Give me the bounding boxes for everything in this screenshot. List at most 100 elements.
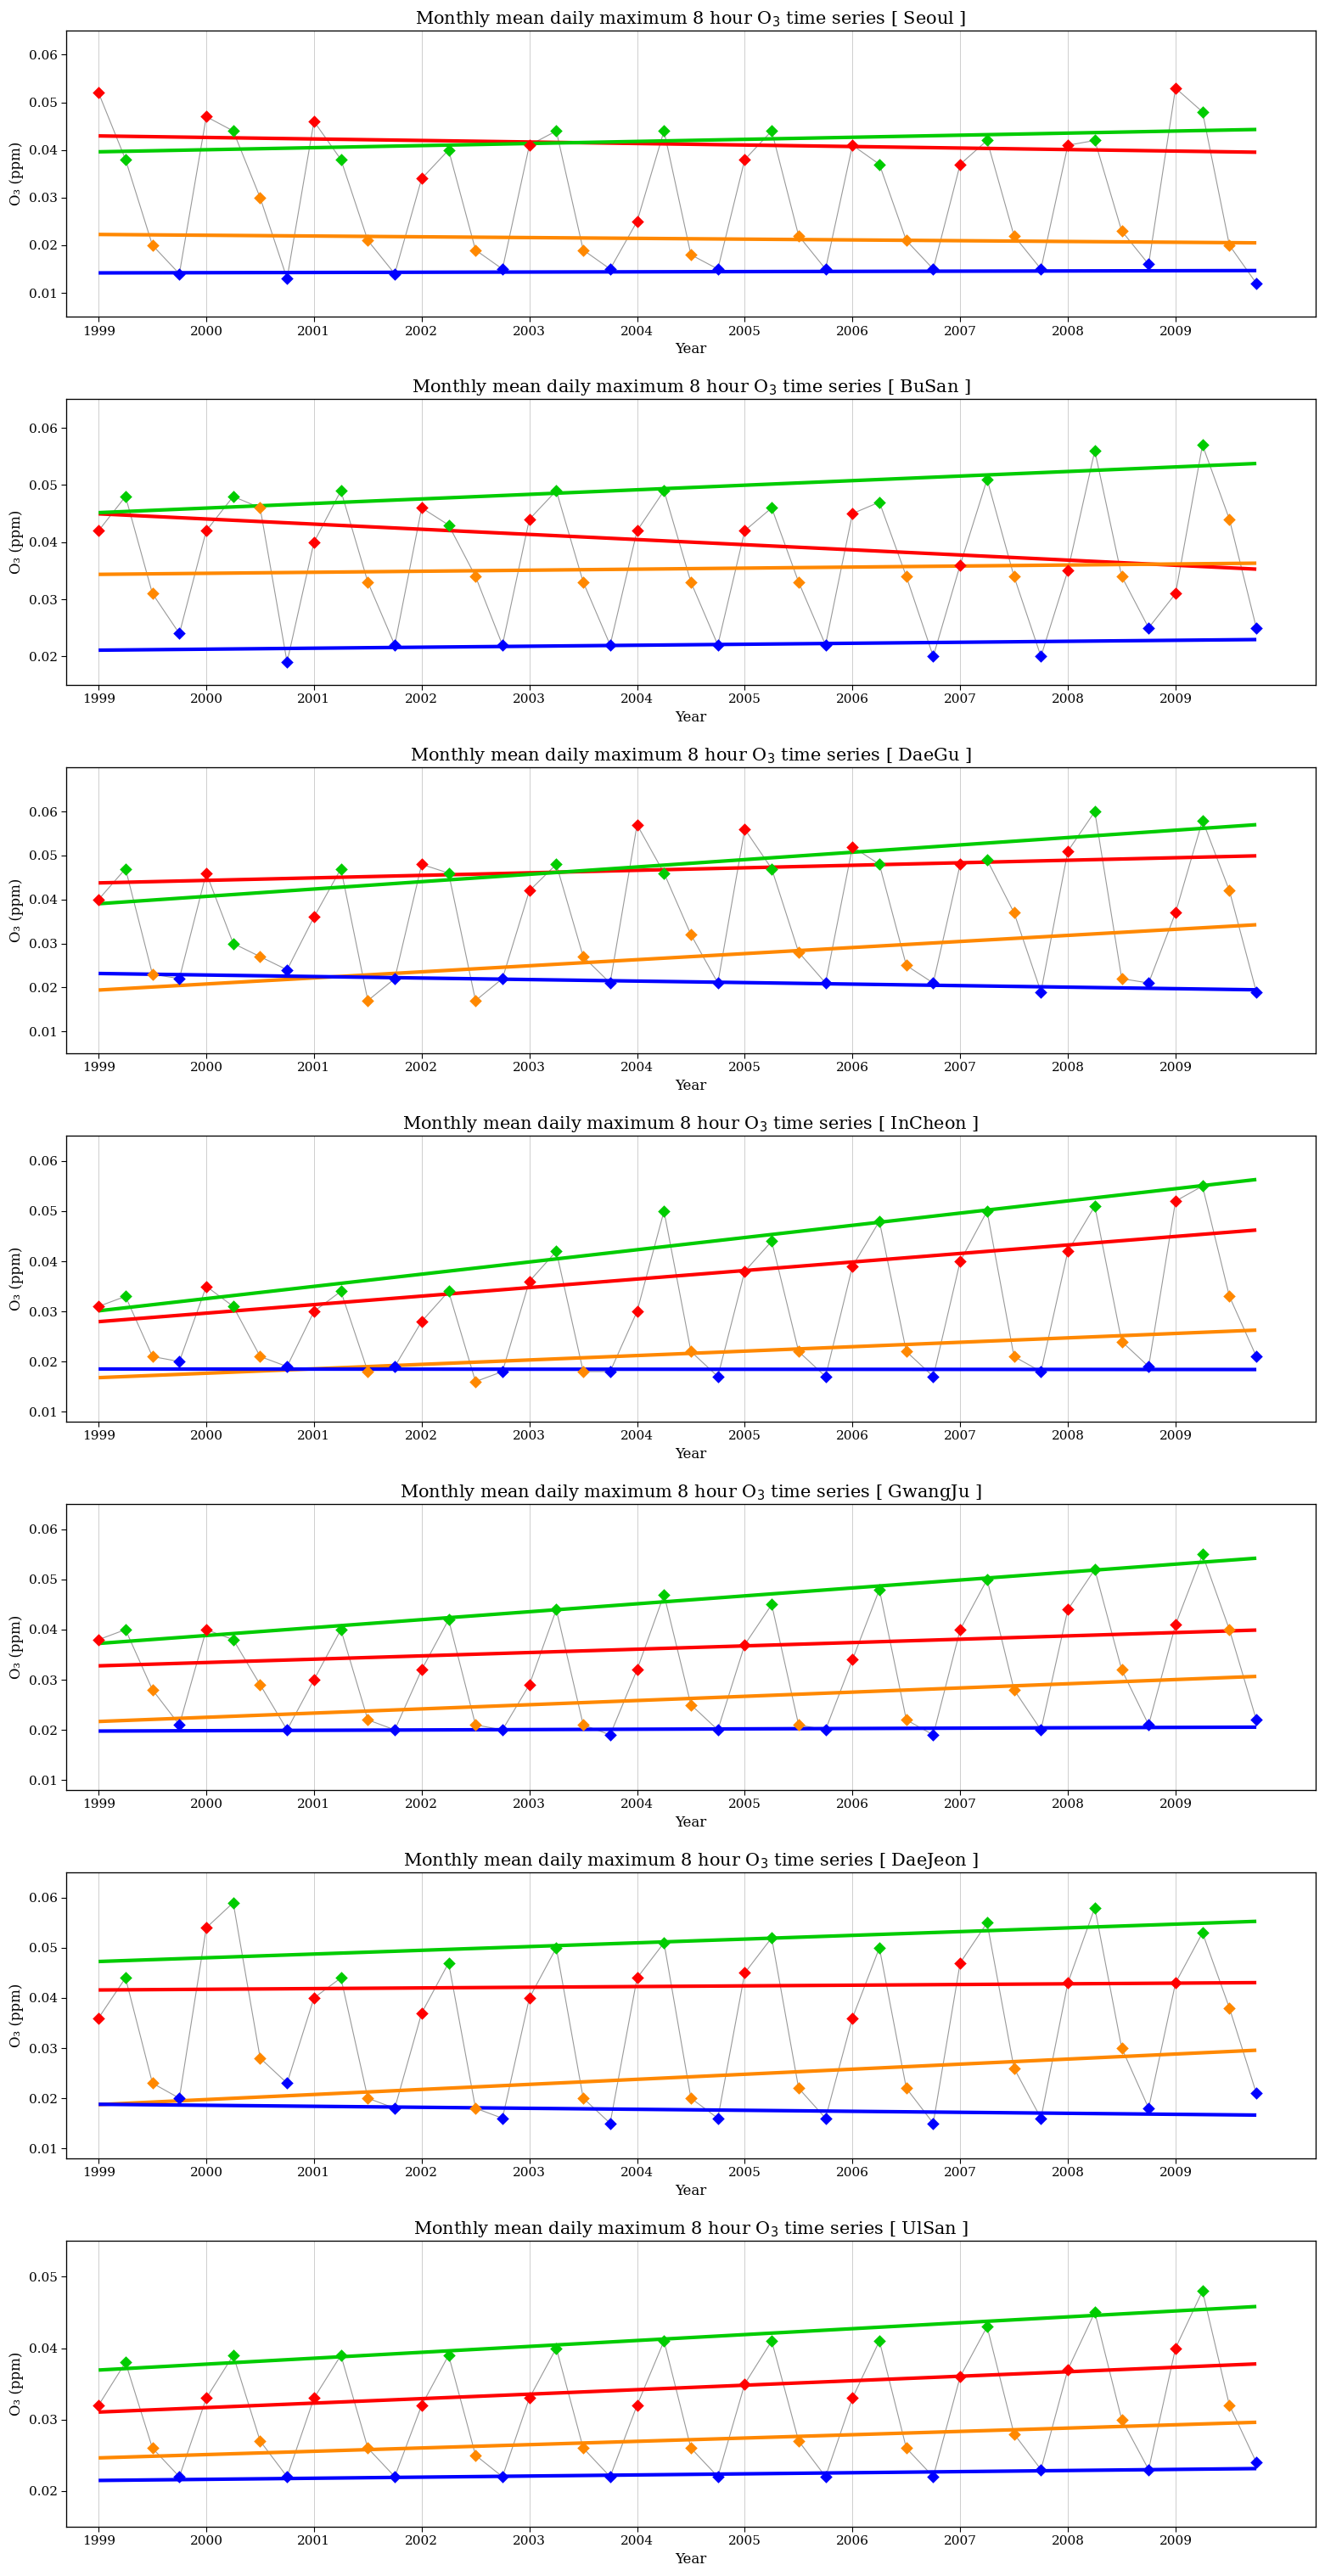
Point <box>303 100 325 142</box>
Y-axis label: O₃ (ppm): O₃ (ppm) <box>9 510 24 574</box>
Point <box>1165 67 1186 108</box>
Point <box>168 1342 189 1383</box>
Point <box>223 922 244 963</box>
Point <box>869 1927 890 1968</box>
Point <box>1165 572 1186 613</box>
Point <box>734 139 755 180</box>
Point <box>572 935 594 976</box>
Point <box>1245 971 1267 1012</box>
Point <box>303 1291 325 1332</box>
Point <box>358 1350 379 1391</box>
Point <box>358 1700 379 1741</box>
Point <box>1112 2398 1133 2439</box>
Point <box>815 623 836 665</box>
Point <box>922 963 943 1005</box>
Title: Monthly mean daily maximum 8 hour O$_3$ time series [ DaeJeon ]: Monthly mean daily maximum 8 hour O$_3$ … <box>403 1852 979 1870</box>
Point <box>1245 2442 1267 2483</box>
Point <box>950 845 971 886</box>
Point <box>950 2357 971 2398</box>
Point <box>896 2069 917 2110</box>
Point <box>439 129 460 170</box>
Point <box>734 1252 755 1293</box>
Point <box>249 2038 270 2079</box>
Point <box>761 1221 782 1262</box>
Point <box>439 1942 460 1984</box>
Title: Monthly mean daily maximum 8 hour O$_3$ time series [ DaeGu ]: Monthly mean daily maximum 8 hour O$_3$ … <box>411 747 971 765</box>
Point <box>1057 1231 1079 1273</box>
Point <box>330 1610 351 1651</box>
Point <box>358 219 379 260</box>
Point <box>680 2079 701 2120</box>
Point <box>680 2427 701 2468</box>
Point <box>196 95 217 137</box>
Point <box>168 2455 189 2496</box>
Point <box>734 1623 755 1664</box>
Point <box>627 1649 648 1690</box>
Point <box>546 1231 567 1273</box>
Point <box>922 636 943 677</box>
Point <box>788 1332 810 1373</box>
Point <box>896 2427 917 2468</box>
Point <box>788 216 810 258</box>
Point <box>330 2334 351 2375</box>
Point <box>330 139 351 180</box>
Point <box>1165 1180 1186 1221</box>
Point <box>384 2455 405 2496</box>
Point <box>115 848 136 889</box>
Point <box>1084 791 1105 832</box>
Point <box>815 1355 836 1396</box>
Point <box>465 229 486 270</box>
Point <box>977 2306 998 2347</box>
Point <box>1192 1533 1214 1574</box>
Point <box>249 935 270 976</box>
Point <box>277 258 298 299</box>
Point <box>87 72 109 113</box>
Point <box>492 247 513 289</box>
Point <box>653 1574 674 1615</box>
Point <box>87 1996 109 2038</box>
X-axis label: Year: Year <box>676 1448 706 1461</box>
Point <box>1138 2450 1159 2491</box>
Point <box>142 1669 163 1710</box>
Point <box>439 853 460 894</box>
Point <box>1057 1589 1079 1631</box>
Point <box>761 2321 782 2362</box>
Point <box>869 1200 890 1242</box>
Point <box>815 2455 836 2496</box>
Point <box>519 124 541 165</box>
Point <box>653 1922 674 1963</box>
Point <box>653 111 674 152</box>
Point <box>1057 551 1079 592</box>
Point <box>922 2102 943 2143</box>
Point <box>1003 891 1024 933</box>
Point <box>1245 1700 1267 1741</box>
Point <box>519 500 541 541</box>
Point <box>869 144 890 185</box>
Point <box>115 477 136 518</box>
Point <box>277 948 298 989</box>
Title: Monthly mean daily maximum 8 hour O$_3$ time series [ Seoul ]: Monthly mean daily maximum 8 hour O$_3$ … <box>416 10 966 28</box>
Point <box>869 845 890 886</box>
Point <box>168 613 189 654</box>
Y-axis label: O₃ (ppm): O₃ (ppm) <box>9 1615 24 1680</box>
Point <box>627 510 648 551</box>
Point <box>788 933 810 974</box>
Point <box>249 487 270 528</box>
Point <box>519 1664 541 1705</box>
Point <box>977 1558 998 1600</box>
Point <box>439 1270 460 1311</box>
Point <box>1031 2450 1052 2491</box>
Point <box>761 487 782 528</box>
Point <box>411 2385 432 2427</box>
Point <box>1031 636 1052 677</box>
Point <box>1192 90 1214 131</box>
X-axis label: Year: Year <box>676 2184 706 2197</box>
Point <box>277 641 298 683</box>
Point <box>411 487 432 528</box>
Point <box>384 623 405 665</box>
Point <box>1057 124 1079 165</box>
Point <box>1084 121 1105 162</box>
Point <box>546 469 567 510</box>
Point <box>896 1700 917 1741</box>
Point <box>1219 2385 1240 2427</box>
